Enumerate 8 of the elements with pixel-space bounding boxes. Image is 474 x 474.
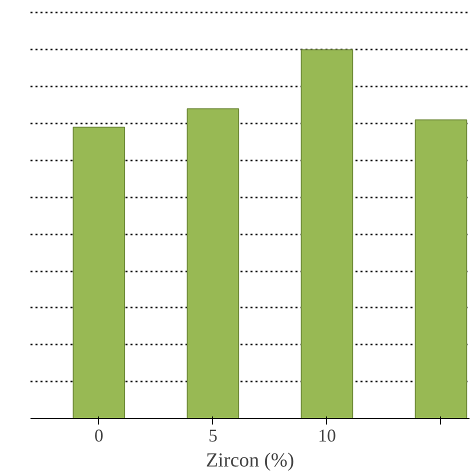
- bar: [186, 108, 240, 418]
- x-axis-title: Zircon (%): [206, 450, 294, 472]
- x-tick-label: 10: [318, 426, 336, 446]
- bar: [72, 126, 126, 418]
- bar: [414, 119, 468, 418]
- x-tick-label: 5: [208, 426, 218, 446]
- x-tick-label: 0: [94, 426, 104, 446]
- bar: [300, 49, 354, 418]
